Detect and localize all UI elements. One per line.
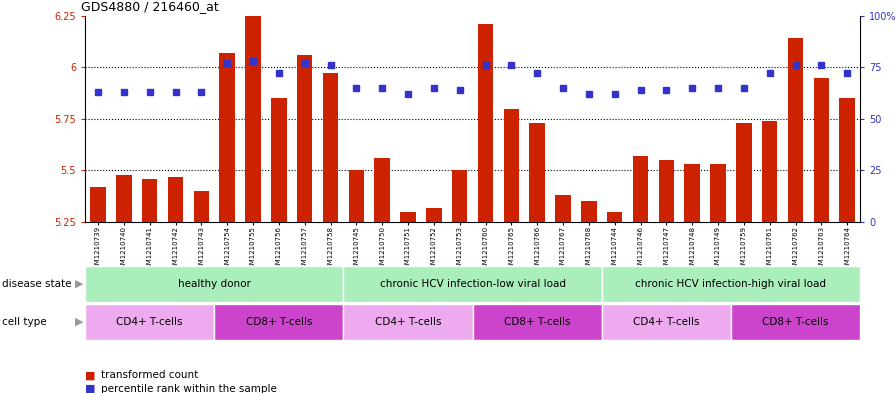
Bar <box>246 16 261 222</box>
Bar <box>401 212 416 222</box>
Bar <box>168 177 184 222</box>
Bar <box>90 187 106 222</box>
Bar <box>375 158 390 222</box>
Bar <box>762 121 778 222</box>
Text: ■: ■ <box>85 384 96 393</box>
Bar <box>659 160 674 222</box>
Text: chronic HCV infection-high viral load: chronic HCV infection-high viral load <box>635 279 826 289</box>
Text: ▶: ▶ <box>74 317 83 327</box>
Bar <box>142 179 158 222</box>
Text: chronic HCV infection-low viral load: chronic HCV infection-low viral load <box>380 279 565 289</box>
Bar <box>194 191 209 222</box>
Bar <box>220 53 235 222</box>
Bar <box>116 174 132 222</box>
Text: CD8+ T-cells: CD8+ T-cells <box>246 317 312 327</box>
Bar <box>271 98 287 222</box>
Bar <box>323 73 339 222</box>
Text: CD4+ T-cells: CD4+ T-cells <box>116 317 183 327</box>
Text: disease state: disease state <box>2 279 72 289</box>
Text: GDS4880 / 216460_at: GDS4880 / 216460_at <box>82 0 219 13</box>
Bar <box>452 171 468 222</box>
Text: CD4+ T-cells: CD4+ T-cells <box>633 317 700 327</box>
Text: CD4+ T-cells: CD4+ T-cells <box>375 317 442 327</box>
Text: ▶: ▶ <box>74 279 83 289</box>
Bar <box>633 156 649 222</box>
Bar <box>685 164 700 222</box>
Text: CD8+ T-cells: CD8+ T-cells <box>762 317 829 327</box>
Bar <box>582 201 597 222</box>
Text: ■: ■ <box>85 370 96 380</box>
Text: CD8+ T-cells: CD8+ T-cells <box>504 317 571 327</box>
Bar <box>737 123 752 222</box>
Bar <box>788 39 804 222</box>
Bar <box>349 171 364 222</box>
Bar <box>840 98 855 222</box>
Bar <box>530 123 545 222</box>
Bar <box>426 208 442 222</box>
Bar <box>478 24 494 222</box>
Bar <box>814 77 829 222</box>
Text: cell type: cell type <box>2 317 47 327</box>
Text: percentile rank within the sample: percentile rank within the sample <box>101 384 277 393</box>
Text: healthy donor: healthy donor <box>177 279 251 289</box>
Bar <box>504 108 519 222</box>
Bar <box>607 212 623 222</box>
Bar <box>297 55 313 222</box>
Bar <box>711 164 726 222</box>
Text: transformed count: transformed count <box>101 370 199 380</box>
Bar <box>556 195 571 222</box>
